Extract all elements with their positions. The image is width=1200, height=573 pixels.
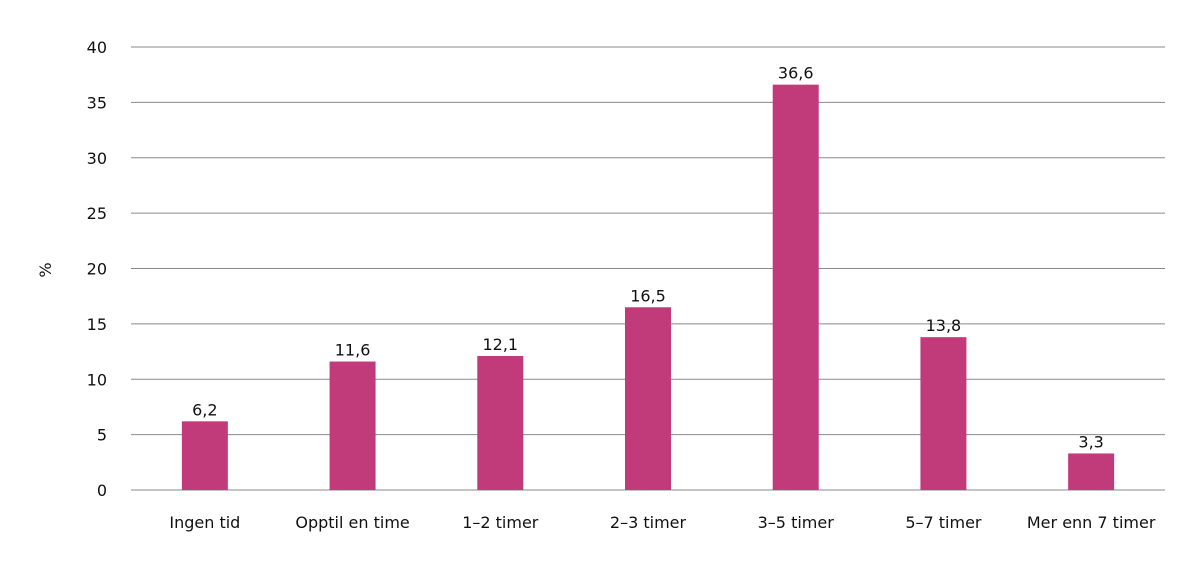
x-tick-label: Opptil en time [295,513,409,532]
data-label: 6,2 [192,400,217,419]
bar [920,337,967,490]
data-label: 12,1 [482,335,518,354]
data-label: 36,6 [778,64,814,83]
y-tick-label: 20 [87,260,107,279]
y-tick-label: 35 [87,93,107,112]
y-tick-label: 5 [97,426,107,445]
x-tick-label: Ingen tid [169,513,240,532]
x-tick-label: 3–5 timer [758,513,835,532]
data-label: 11,6 [335,341,371,360]
y-tick-label: 25 [87,204,107,223]
data-label: 13,8 [926,316,962,335]
y-tick-label: 15 [87,315,107,334]
x-tick-label: 5–7 timer [905,513,982,532]
y-tick-label: 40 [87,38,107,57]
bar [772,84,819,490]
y-axis-label: % [36,262,55,277]
data-label: 3,3 [1078,432,1103,451]
bar [329,361,376,490]
bar [477,355,524,490]
x-tick-label: 2–3 timer [610,513,687,532]
x-tick-label: 1–2 timer [462,513,539,532]
y-tick-label: 30 [87,149,107,168]
bar [625,307,671,490]
bar [181,421,228,490]
x-tick-label: Mer enn 7 timer [1027,513,1156,532]
bar [1068,453,1115,490]
y-tick-label: 0 [97,481,107,500]
data-label: 16,5 [630,286,666,305]
y-tick-label: 10 [87,370,107,389]
